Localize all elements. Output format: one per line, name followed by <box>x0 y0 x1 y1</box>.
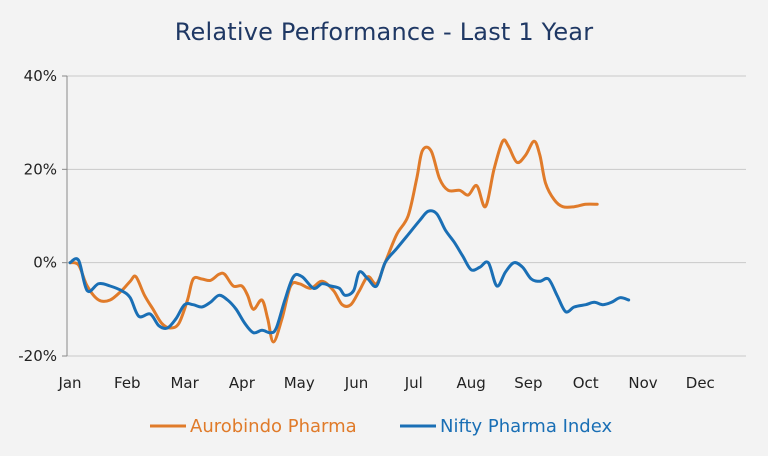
legend-label: Aurobindo Pharma <box>190 416 357 437</box>
y-tick-label: -20% <box>18 347 57 365</box>
x-tick-label: Nov <box>628 374 657 392</box>
legend-label: Nifty Pharma Index <box>440 416 612 437</box>
y-tick-label: 20% <box>24 160 57 178</box>
x-tick-label: Dec <box>686 374 715 392</box>
x-tick-label: Feb <box>114 374 141 392</box>
chart-title: Relative Performance - Last 1 Year <box>174 18 594 46</box>
series-line-nifty-pharma-index <box>68 209 631 335</box>
x-tick-label: Jul <box>404 374 423 392</box>
y-tick-label: 40% <box>24 67 57 85</box>
x-tick-label: May <box>284 374 315 392</box>
x-tick-label: Aug <box>456 374 485 392</box>
series-line-aurobindo-pharma <box>68 138 599 344</box>
x-tick-label: Jun <box>344 374 368 392</box>
y-tick-label: 0% <box>33 254 57 272</box>
x-tick-label: Sep <box>514 374 542 392</box>
x-tick-label: Mar <box>170 374 199 392</box>
x-tick-label: Oct <box>573 374 599 392</box>
x-tick-label: Jan <box>57 374 81 392</box>
x-tick-label: Apr <box>229 374 256 392</box>
